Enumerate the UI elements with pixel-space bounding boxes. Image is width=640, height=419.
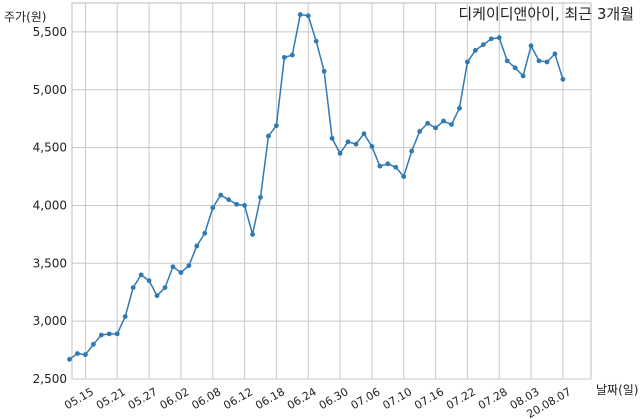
price-line <box>69 13 564 360</box>
data-point <box>496 35 502 41</box>
data-point <box>281 54 287 60</box>
data-point <box>512 65 518 71</box>
data-point <box>202 230 208 236</box>
data-point <box>544 59 550 65</box>
data-point <box>329 135 335 141</box>
x-tick-label: 06.12 <box>221 385 255 412</box>
y-tick-label: 5,500 <box>33 25 67 39</box>
data-point <box>385 161 391 167</box>
x-tick-label: 06.02 <box>158 385 192 412</box>
data-point <box>337 151 343 156</box>
data-point <box>130 285 136 291</box>
data-point <box>449 122 454 127</box>
x-tick-label: 06.24 <box>285 385 319 412</box>
data-point <box>393 164 399 170</box>
data-point <box>425 120 431 126</box>
data-point <box>226 197 232 203</box>
data-point <box>480 42 486 48</box>
x-axis-label: 날짜(일) <box>596 383 638 397</box>
x-axis-ticks: 05.1505.2105.2706.0206.0806.1206.1806.24… <box>62 385 573 419</box>
data-point <box>528 43 534 49</box>
y-tick-label: 2,500 <box>33 372 67 386</box>
data-point <box>154 293 160 299</box>
data-point <box>377 163 383 169</box>
data-point <box>361 131 367 137</box>
data-point <box>266 133 271 139</box>
data-point <box>162 285 168 291</box>
x-tick-label: 07.28 <box>476 385 510 412</box>
data-point <box>560 76 566 82</box>
grid-lines <box>71 2 592 380</box>
data-point <box>417 129 423 134</box>
chart-title: 디케이디앤아이, 최근 3개월 <box>458 5 634 23</box>
data-point <box>186 263 192 269</box>
y-axis-ticks: 2,500 3,000 3,500 4,000 4,500 5,000 5,500 <box>33 25 67 386</box>
data-point <box>106 331 112 337</box>
x-tick-label: 07.06 <box>349 385 383 412</box>
y-tick-label: 4,500 <box>33 141 67 155</box>
data-point <box>465 59 470 65</box>
data-point <box>433 125 438 131</box>
y-tick-label: 5,000 <box>33 83 67 97</box>
data-point <box>552 51 558 57</box>
x-tick-label: 06.18 <box>253 385 287 412</box>
data-point <box>441 118 446 124</box>
data-point <box>122 314 128 319</box>
data-point <box>520 73 526 79</box>
x-tick-label: 07.10 <box>380 385 414 412</box>
x-tick-label: 07.16 <box>412 385 446 412</box>
data-point <box>75 351 80 356</box>
data-point <box>83 352 88 358</box>
data-point <box>114 331 120 337</box>
data-point <box>297 12 303 17</box>
plot-frame <box>71 2 592 380</box>
data-point <box>90 341 96 347</box>
y-tick-label: 3,500 <box>33 256 67 270</box>
data-point <box>250 231 255 237</box>
x-tick-label: 07.22 <box>444 385 478 412</box>
x-tick-label: 06.08 <box>189 385 223 412</box>
data-point <box>234 201 240 207</box>
data-point <box>536 58 542 64</box>
data-point <box>353 141 359 147</box>
data-point <box>409 148 415 154</box>
data-point <box>274 123 279 129</box>
data-point <box>305 13 311 19</box>
data-point <box>138 272 144 278</box>
data-point <box>345 139 351 145</box>
data-point <box>472 48 478 53</box>
x-tick-label: 05.27 <box>126 385 160 412</box>
x-tick-label: 05.21 <box>94 385 128 412</box>
data-point <box>242 203 247 208</box>
data-point <box>98 332 104 338</box>
y-tick-label: 3,000 <box>33 314 67 328</box>
data-point <box>289 52 295 58</box>
x-tick-label: 06.30 <box>317 385 351 412</box>
price-points <box>67 12 566 362</box>
data-point <box>369 144 375 149</box>
data-point <box>401 174 407 179</box>
data-point <box>178 270 184 275</box>
data-point <box>170 264 176 270</box>
data-point <box>457 105 462 111</box>
data-point <box>321 68 327 74</box>
y-tick-label: 4,000 <box>33 198 67 212</box>
data-point <box>218 192 224 198</box>
data-point <box>194 243 200 249</box>
data-point <box>67 356 72 362</box>
data-point <box>504 58 510 64</box>
data-point <box>258 194 263 200</box>
x-tick-label: 05.15 <box>62 385 96 412</box>
data-point <box>210 205 216 211</box>
data-point <box>313 38 319 44</box>
y-axis-label: 주가(원) <box>4 10 46 24</box>
data-point <box>488 36 494 42</box>
data-point <box>146 278 152 284</box>
